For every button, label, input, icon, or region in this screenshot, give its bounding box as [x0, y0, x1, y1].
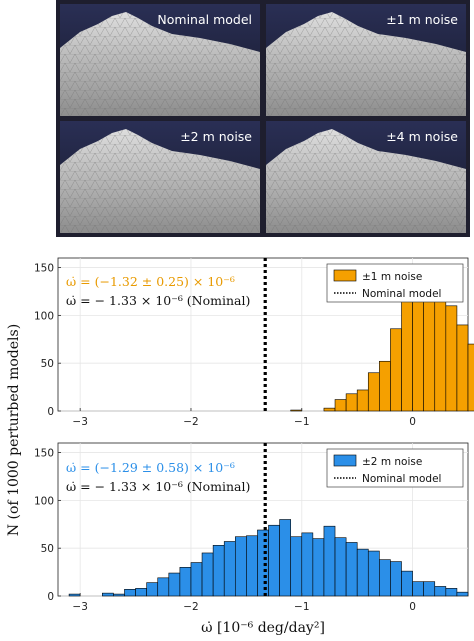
legend-series-1: ±1 m noise [362, 271, 422, 283]
y-tick-label: 100 [34, 310, 54, 322]
x-ticks-1: −3 −2 −1 0 [72, 408, 416, 428]
terrain-mesh [266, 129, 466, 233]
histogram-bar [401, 570, 413, 597]
render-panel-label: ±1 m noise [386, 12, 458, 27]
render-panel-3: ±4 m noise [266, 121, 466, 233]
histogram-bar [102, 592, 114, 597]
bars-1 [290, 264, 474, 412]
histogram-bar [135, 588, 147, 597]
y-tick-label: 150 [34, 448, 54, 460]
render-panel-1: ±1 m noise [266, 4, 466, 116]
fit-annotation-2: ω̇ = (−1.29 ± 0.58) × 10⁻⁶ [66, 460, 235, 475]
x-axis-label: ω̇ [10⁻⁶ deg/day²] [201, 620, 325, 636]
x-tick-label: −1 [294, 416, 309, 428]
histogram-bar [423, 581, 436, 597]
histogram-bar [113, 593, 125, 597]
y-axis-label: N (of 1000 perturbed models) [6, 324, 22, 536]
histogram-bar [345, 542, 358, 597]
render-panel-0: Nominal model [60, 4, 260, 116]
bars-2 [68, 519, 469, 597]
histogram-bar [467, 343, 474, 412]
histogram-1m-noise: −3 −2 −1 0 0 50 100 150 ω̇ = (−1.32 ± 0.25) × … [34, 257, 474, 428]
histogram-bar [146, 582, 159, 597]
legend-series-2: ±2 m noise [362, 456, 422, 468]
x-tick-label: −2 [183, 416, 198, 428]
histogram-bar [367, 550, 380, 597]
histogram-bar [390, 561, 402, 597]
histogram-bar [279, 519, 292, 597]
terrain-mesh [266, 12, 466, 116]
y-ticks-1: 0 50 100 150 [34, 263, 61, 418]
x-tick-label: −1 [294, 601, 309, 613]
histogram-bar [201, 552, 214, 597]
histogram-bar [323, 525, 336, 597]
y-tick-label: 0 [47, 591, 54, 603]
histogram-bar [290, 409, 303, 412]
legend-swatch-2 [333, 454, 357, 467]
histogram-bar [345, 393, 358, 412]
render-panel-label: ±4 m noise [386, 129, 458, 144]
histogram-bar [367, 372, 380, 412]
legend-nominal-1: Nominal model [362, 288, 441, 300]
x-tick-label: 0 [409, 416, 416, 428]
histogram-bar [334, 537, 347, 597]
histogram-bar [157, 577, 170, 597]
histogram-bar [390, 328, 402, 412]
histogram-bar [434, 586, 447, 597]
render-panel-2: ±2 m noise [60, 121, 260, 233]
histogram-bar [356, 548, 369, 597]
y-tick-label: 50 [41, 358, 54, 370]
histogram-bar [168, 572, 181, 597]
shape-model-renders: Nominal model ±1 m noise ±2 m noise ±4 m no… [56, 0, 470, 237]
histogram-bar [379, 360, 391, 412]
legend-nominal-2: Nominal model [362, 473, 441, 485]
fit-annotation-1: ω̇ = (−1.32 ± 0.25) × 10⁻⁶ [66, 274, 235, 289]
histogram-bar [246, 535, 258, 597]
histogram-bar [445, 305, 458, 412]
histogram-bar [445, 588, 458, 597]
x-tick-label: −3 [72, 601, 87, 613]
histogram-bar [456, 324, 469, 412]
histogram-bar [212, 545, 225, 597]
y-tick-label: 150 [34, 263, 54, 275]
render-panel-label: ±2 m noise [180, 129, 252, 144]
y-ticks-2: 0 50 100 150 [34, 448, 61, 603]
histogram-bar [323, 407, 336, 412]
legend-swatch-1 [333, 269, 357, 282]
histogram-bar [401, 294, 413, 412]
histogram-bar [379, 559, 391, 597]
histogram-bar [234, 536, 247, 597]
histogram-bar [301, 532, 314, 597]
histogram-bar [334, 399, 347, 412]
x-ticks-2: −3 −2 −1 0 [72, 593, 416, 613]
histogram-bar [190, 562, 203, 597]
histogram-bar [257, 529, 269, 597]
terrain-mesh [60, 129, 260, 233]
histogram-bar [268, 524, 280, 597]
legend-2: ±2 m noise Nominal model [326, 448, 464, 488]
render-panel-label: Nominal model [157, 12, 252, 27]
histogram-2m-noise: −3 −2 −1 0 0 50 100 150 ω̇ = (−1.29 ± 0.58) × … [34, 442, 469, 613]
histogram-bar [223, 541, 236, 597]
histogram-bar [456, 591, 469, 597]
histogram-bar [412, 581, 424, 597]
x-tick-label: −2 [183, 601, 198, 613]
histogram-bar [179, 567, 192, 597]
nominal-annotation-2: ω̇ = − 1.33 × 10⁻⁶ (Nominal) [66, 479, 250, 494]
legend-1: ±1 m noise Nominal model [326, 263, 464, 303]
histogram-bar [124, 589, 136, 597]
y-tick-label: 100 [34, 495, 54, 507]
y-tick-label: 0 [47, 406, 54, 418]
histogram-bar [356, 389, 369, 412]
histogram-bar [312, 538, 325, 597]
y-tick-label: 50 [41, 543, 54, 555]
histogram-bar [290, 536, 303, 597]
x-tick-label: 0 [409, 601, 416, 613]
nominal-annotation-1: ω̇ = − 1.33 × 10⁻⁶ (Nominal) [66, 293, 250, 308]
x-tick-label: −3 [72, 416, 87, 428]
histogram-bar [68, 593, 81, 597]
terrain-mesh [60, 12, 260, 116]
